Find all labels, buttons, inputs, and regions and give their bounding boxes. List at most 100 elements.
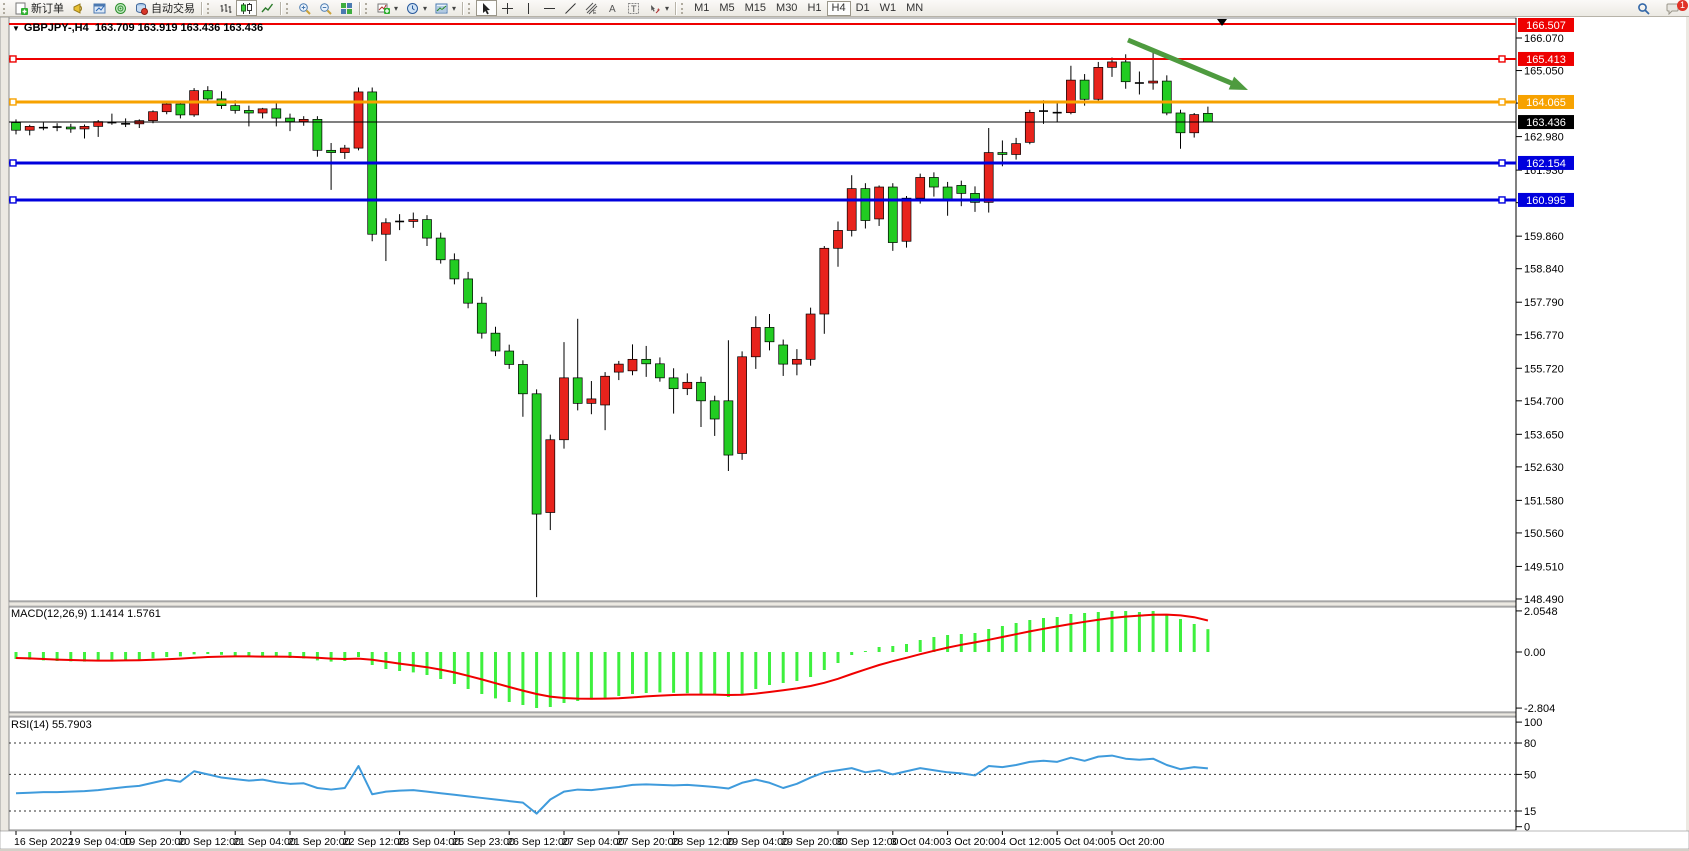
fibonacci-button[interactable]: E — [581, 0, 602, 16]
price-level-badge-label: 166.507 — [1526, 20, 1566, 32]
line-handle[interactable] — [9, 196, 17, 204]
chart-title[interactable]: ▼ GBPJPY-,H4 163.709 163.919 163.436 163.… — [12, 22, 263, 34]
timeframe-button-D1[interactable]: D1 — [855, 1, 870, 14]
timeframe-button-M30[interactable]: M30 — [776, 1, 798, 14]
line-handle[interactable] — [9, 98, 17, 106]
chart-dropdown-icon[interactable]: ▼ — [12, 24, 20, 33]
candle — [956, 180, 967, 207]
zoom-out-button[interactable] — [315, 0, 336, 16]
signals-button[interactable] — [110, 0, 131, 16]
trend-arrow-head[interactable] — [1228, 76, 1248, 90]
new-order-button[interactable]: 新订单 — [11, 0, 68, 16]
timeframe-button-M15[interactable]: M15 — [744, 1, 767, 14]
trendline-button[interactable] — [560, 0, 581, 16]
price-level-badge-label: 165.413 — [1526, 54, 1566, 66]
rsi-axis-tick-label: 50 — [1524, 769, 1536, 781]
price-axis-tick-label: 162.980 — [1524, 132, 1564, 144]
line-handle[interactable] — [1498, 55, 1506, 63]
timeframe-button-M5[interactable]: M5 — [719, 1, 735, 14]
date-axis-label: 19 Sep 20:00 — [124, 836, 187, 848]
timeframe-button-MN[interactable]: MN — [906, 1, 924, 14]
rsi-line — [15, 754, 1208, 815]
bear-candle-body — [1175, 112, 1186, 134]
bear-candle-body — [422, 219, 432, 239]
bear-candle-body — [709, 400, 720, 420]
toolbar-grip[interactable] — [207, 2, 212, 14]
bid-price-badge-label: 163.436 — [1526, 117, 1566, 129]
candle — [778, 339, 789, 376]
toolbar-grip[interactable] — [468, 2, 473, 14]
bear-candle-body — [723, 400, 734, 456]
arrows-button[interactable]: ▾ — [644, 0, 673, 16]
crosshair-button[interactable] — [497, 0, 518, 16]
timeframe-button-W1[interactable]: W1 — [879, 1, 897, 14]
toolbar-grip[interactable] — [365, 2, 370, 14]
tile-windows-button[interactable] — [336, 0, 357, 16]
candlestick-chart-button[interactable] — [236, 0, 257, 16]
notifications-button[interactable]: 1 — [1662, 0, 1688, 17]
vertical-line-button[interactable] — [518, 0, 539, 16]
candle — [312, 116, 323, 157]
left-window-border — [0, 16, 10, 850]
bull-candle-body — [161, 103, 172, 113]
candle — [257, 107, 268, 119]
line-handle[interactable] — [9, 159, 17, 167]
candle — [339, 144, 350, 159]
panel-splitter[interactable] — [8, 601, 1517, 607]
price-level-badge — [1518, 115, 1574, 130]
toolbar-grip[interactable] — [681, 2, 686, 14]
timeframe-button-M1[interactable]: M1 — [694, 1, 710, 14]
bear-candle-body — [956, 185, 967, 194]
label-button[interactable]: T — [623, 0, 644, 16]
search-button[interactable] — [1633, 1, 1654, 17]
candle — [422, 215, 432, 247]
line-handle[interactable] — [9, 55, 17, 63]
indicators-button[interactable]: ▾ — [373, 0, 402, 16]
candle — [107, 113, 117, 125]
horizontal-line-button[interactable] — [539, 0, 560, 16]
timeframe-button-H1[interactable]: H1 — [807, 1, 822, 14]
bear-candle-body — [490, 332, 501, 352]
toolbar-grip[interactable] — [286, 2, 291, 14]
line-handle[interactable] — [1498, 159, 1506, 167]
trend-arrow[interactable] — [1127, 37, 1240, 89]
price-axis-tick-label: 151.580 — [1524, 495, 1564, 507]
bull-candle-body — [148, 111, 158, 121]
bull-candle-body — [627, 358, 638, 372]
zoom-in-button[interactable] — [294, 0, 315, 16]
bar-chart-button[interactable] — [215, 0, 236, 16]
candle — [929, 172, 939, 197]
line-chart-button[interactable] — [257, 0, 278, 16]
bear-candle-body — [778, 344, 789, 365]
timeframe-button-H4[interactable]: H4 — [826, 0, 851, 16]
market-watch-button[interactable] — [89, 0, 110, 16]
toolbar-grip[interactable] — [3, 2, 8, 14]
text-button[interactable]: A — [602, 0, 623, 16]
line-handle[interactable] — [1498, 196, 1506, 204]
periods-button[interactable]: ▾ — [402, 0, 431, 16]
date-axis-label: 19 Sep 04:00 — [69, 836, 132, 848]
candle — [723, 340, 734, 472]
zoom-in-icon — [299, 2, 311, 15]
tile-windows-icon — [341, 2, 352, 14]
autotrading-button[interactable]: 自动交易 — [131, 0, 199, 16]
chart-shift-marker[interactable] — [1217, 19, 1227, 26]
bear-candle-body — [860, 188, 871, 221]
candle — [846, 175, 857, 237]
candle — [641, 345, 652, 377]
line-handle[interactable] — [1498, 98, 1506, 106]
bull-candle-body — [339, 147, 350, 153]
candle — [1066, 65, 1076, 115]
templates-button[interactable]: ▾ — [431, 0, 460, 16]
bull-candle-body — [792, 358, 802, 365]
rsi-axis-tick-label: 100 — [1524, 717, 1542, 729]
bear-candle-body — [1161, 80, 1172, 114]
bull-candle-body — [1148, 80, 1158, 84]
bear-candle-body — [655, 363, 665, 379]
radar-icon — [115, 2, 126, 14]
cursor-button[interactable] — [476, 0, 498, 16]
panel-splitter[interactable] — [8, 712, 1517, 717]
price-axis-tick-label: 153.650 — [1524, 429, 1564, 441]
alerts-button[interactable] — [68, 0, 89, 16]
bear-candle-body — [641, 358, 652, 365]
